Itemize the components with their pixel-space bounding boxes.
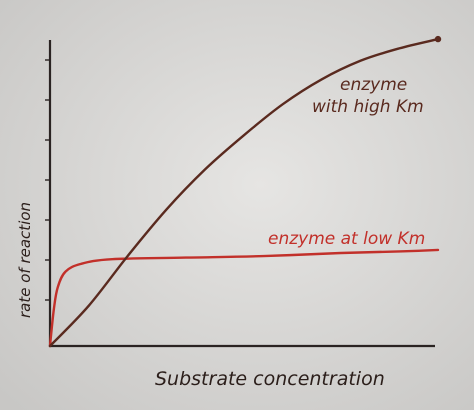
series-line-high-km [48, 37, 440, 348]
series-line-low-km [48, 248, 440, 348]
series-layer [48, 35, 442, 348]
series-endpoint-high-km [434, 35, 442, 43]
series-label-high-km-line-2: with high Km [312, 97, 424, 117]
x-axis-label: Substrate concentration [155, 368, 385, 390]
series-label-low-km-line-1: enzyme at low Km [268, 229, 425, 249]
axes [45, 40, 435, 348]
y-axis-label: rate of reaction [16, 202, 34, 318]
series-label-high-km-line-1: enzyme [340, 75, 407, 95]
